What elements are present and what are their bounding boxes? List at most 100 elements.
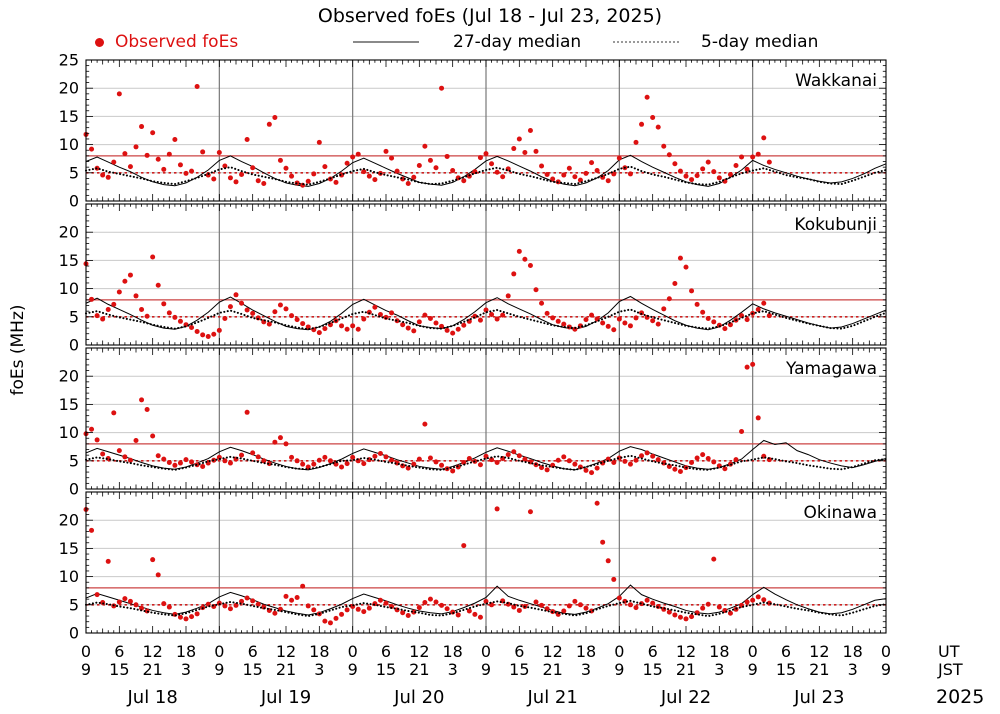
observed-point bbox=[722, 326, 728, 332]
observed-point bbox=[133, 144, 139, 150]
observed-point bbox=[211, 331, 217, 337]
observed-point bbox=[239, 171, 245, 177]
jst-tick-label: 3 bbox=[448, 660, 458, 679]
observed-point bbox=[105, 558, 111, 564]
observed-point bbox=[639, 453, 645, 459]
ut-tick-label: 18 bbox=[176, 642, 196, 661]
ut-tick-label: 0 bbox=[348, 642, 358, 661]
observed-point bbox=[655, 457, 661, 463]
observed-point bbox=[433, 459, 439, 465]
jst-tick-label: 9 bbox=[81, 660, 91, 679]
ut-tick-label: 18 bbox=[842, 642, 862, 661]
median27-line bbox=[85, 154, 887, 187]
observed-point bbox=[461, 459, 467, 465]
observed-point bbox=[139, 605, 145, 611]
observed-point bbox=[589, 470, 595, 476]
observed-point bbox=[316, 457, 322, 463]
observed-point bbox=[255, 601, 261, 607]
observed-point bbox=[439, 602, 445, 608]
observed-point bbox=[622, 320, 628, 326]
observed-point bbox=[494, 316, 500, 322]
y-tick-label: 5 bbox=[69, 451, 79, 470]
y-tick-label: 0 bbox=[69, 336, 79, 355]
observed-point bbox=[272, 115, 278, 121]
observed-point bbox=[455, 326, 461, 332]
observed-point bbox=[316, 139, 322, 145]
observed-point bbox=[655, 321, 661, 327]
observed-dot-icon bbox=[95, 37, 104, 47]
panel-okinawa: Okinawa 0 5 10 15 20 bbox=[59, 491, 887, 643]
observed-point bbox=[733, 162, 739, 168]
observed-point bbox=[289, 173, 295, 179]
observed-point bbox=[350, 454, 356, 460]
observed-point bbox=[233, 292, 239, 298]
observed-point bbox=[689, 459, 695, 465]
observed-point bbox=[305, 603, 311, 609]
observed-point bbox=[622, 458, 628, 464]
observed-point bbox=[627, 171, 633, 177]
observed-point bbox=[89, 296, 95, 302]
observed-point bbox=[455, 612, 461, 618]
observed-point bbox=[544, 467, 550, 473]
observed-point bbox=[677, 168, 683, 174]
observed-point bbox=[661, 143, 667, 149]
observed-point bbox=[116, 289, 122, 295]
observed-point bbox=[589, 312, 595, 318]
observed-point bbox=[244, 409, 250, 415]
observed-point bbox=[433, 165, 439, 171]
x-axis-labels: 0 6 12 18 0 6 12 18 0 6 12 18 0 6 12 18 0 6 12 18 0 6 12 18 09 15… bbox=[81, 642, 984, 708]
observed-point bbox=[572, 598, 578, 604]
observed-point bbox=[155, 282, 161, 288]
observed-point bbox=[227, 304, 233, 310]
observed-point bbox=[311, 171, 317, 177]
y-tick-label: 5 bbox=[69, 307, 79, 326]
jst-tick-label: 9 bbox=[214, 660, 224, 679]
observed-point bbox=[383, 454, 389, 460]
observed-point bbox=[494, 169, 500, 175]
observed-point bbox=[555, 318, 561, 324]
ut-tick-label: 0 bbox=[214, 642, 224, 661]
observed-point bbox=[594, 465, 600, 471]
observed-point bbox=[155, 572, 161, 578]
observed-point bbox=[689, 177, 695, 183]
observed-point bbox=[711, 169, 717, 175]
observed-point bbox=[161, 456, 167, 462]
station-label: Yamagawa bbox=[785, 359, 877, 379]
ut-tick-label: 0 bbox=[81, 642, 91, 661]
observed-point bbox=[133, 437, 139, 443]
observed-point bbox=[511, 271, 517, 277]
ut-tick-label: 0 bbox=[481, 642, 491, 661]
ut-tick-label: 0 bbox=[614, 642, 624, 661]
observed-point bbox=[494, 459, 500, 465]
observed-point bbox=[439, 323, 445, 329]
observed-point bbox=[172, 462, 178, 468]
observed-point bbox=[755, 594, 761, 600]
observed-point bbox=[283, 165, 289, 171]
observed-point bbox=[344, 607, 350, 613]
observed-point bbox=[150, 254, 156, 260]
observed-point bbox=[700, 605, 706, 611]
observed-point bbox=[250, 165, 256, 171]
observed-point bbox=[344, 160, 350, 166]
panel-border bbox=[85, 203, 887, 346]
observed-point bbox=[300, 321, 306, 327]
observed-point bbox=[166, 151, 172, 157]
observed-point bbox=[739, 428, 745, 434]
observed-point bbox=[127, 272, 133, 278]
observed-point bbox=[372, 453, 378, 459]
observed-point bbox=[183, 170, 189, 176]
observed-point bbox=[105, 174, 111, 180]
y-tick-label: 20 bbox=[59, 367, 79, 386]
ut-tick-label: 6 bbox=[781, 642, 791, 661]
median5-line bbox=[85, 454, 887, 471]
observed-point bbox=[150, 557, 156, 563]
observed-point bbox=[666, 463, 672, 469]
observed-point bbox=[122, 151, 128, 157]
observed-point bbox=[255, 178, 261, 184]
legend-observed-label: Observed foEs bbox=[115, 32, 239, 52]
observed-point bbox=[383, 314, 389, 320]
observed-point bbox=[94, 437, 100, 443]
observed-point bbox=[89, 146, 95, 152]
observed-point bbox=[227, 460, 233, 466]
